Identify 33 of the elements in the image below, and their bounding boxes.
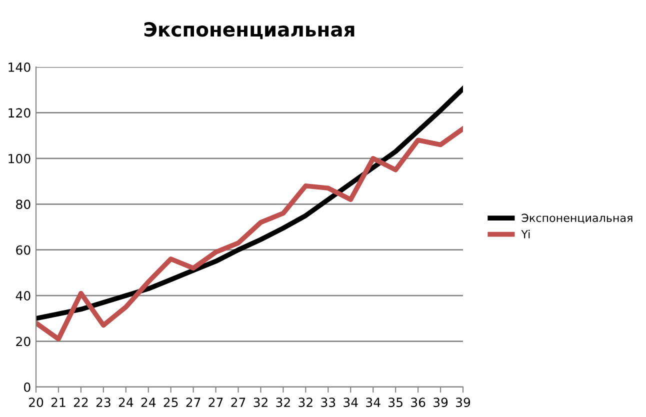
x-tick-label: 32 — [276, 398, 290, 408]
y-tick-label: 0 — [24, 382, 30, 392]
x-tick-label: 39 — [434, 398, 448, 408]
x-tick-label: 21 — [51, 398, 66, 407]
x-tick-label: 22 — [74, 398, 88, 407]
line-series — [36, 126, 463, 342]
x-tick-label: 35 — [388, 398, 402, 408]
x-tick-label: 24 — [141, 398, 156, 407]
x-tick-label: 33 — [321, 398, 336, 408]
y-tick-label: 80 — [16, 200, 30, 210]
x-tick-label: 27 — [208, 398, 223, 407]
legend-label: Yi — [521, 230, 530, 238]
x-tick-label: 36 — [411, 398, 426, 408]
x-tick-label: 20 — [28, 398, 44, 408]
chart-title: Экспоненциальная — [144, 22, 354, 40]
y-tick-label: 120 — [8, 108, 30, 118]
x-tick-label: 39 — [456, 398, 470, 408]
y-tick-label: 140 — [8, 62, 30, 72]
x-tick-label: 34 — [366, 398, 380, 408]
x-tick-label: 32 — [254, 398, 268, 408]
line-series — [36, 86, 463, 321]
y-tick-label: 20 — [16, 336, 30, 346]
y-tick-label: 100 — [8, 154, 30, 164]
x-tick-label: 27 — [231, 398, 246, 407]
x-tick-label: 25 — [164, 398, 178, 408]
y-tick-label: 40 — [16, 291, 30, 300]
x-tick-label: 27 — [186, 398, 200, 407]
y-tick-label: 60 — [16, 245, 30, 255]
x-tick-label: 23 — [96, 398, 110, 408]
legend-label: Экспоненциальная — [522, 214, 632, 224]
x-tick-label: 24 — [118, 398, 134, 407]
x-tick-label: 32 — [298, 398, 312, 408]
x-tick-label: 34 — [344, 398, 358, 408]
